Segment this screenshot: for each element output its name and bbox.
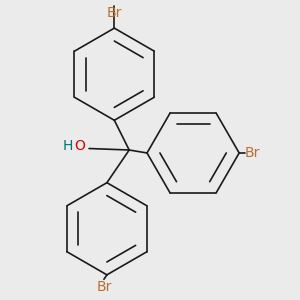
Text: H: H (63, 139, 74, 152)
Text: Br: Br (96, 280, 112, 294)
Text: Br: Br (106, 6, 122, 20)
Text: O: O (75, 139, 86, 152)
Text: Br: Br (245, 146, 260, 160)
